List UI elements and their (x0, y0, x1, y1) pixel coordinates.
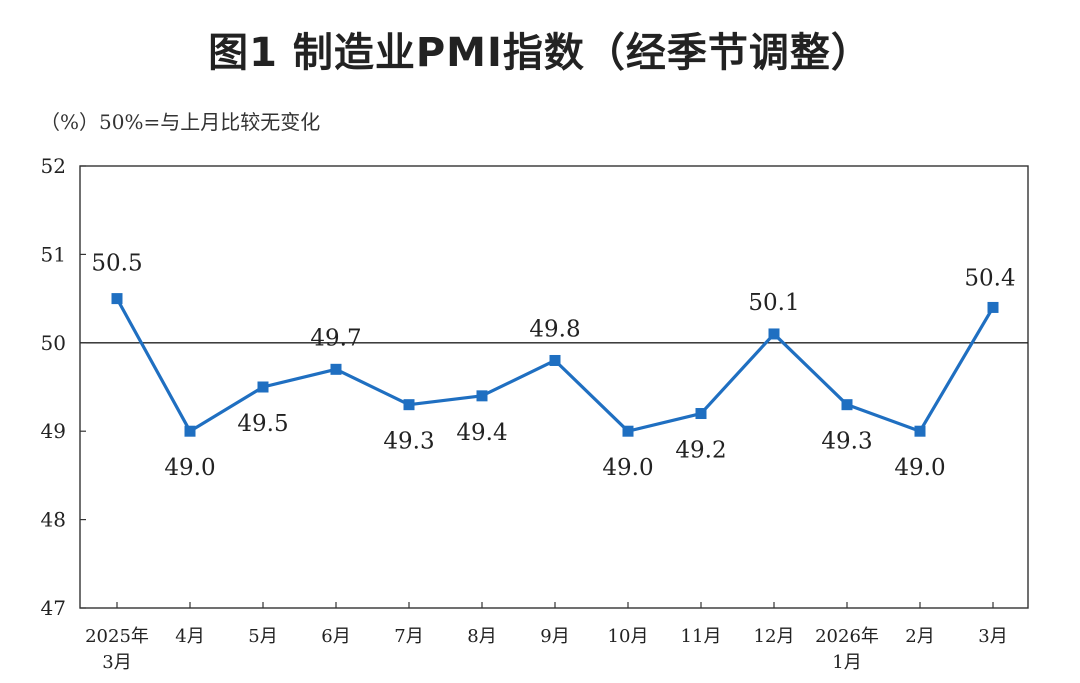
chart-subtitle: （%）50%=与上月比较无变化 (40, 110, 321, 134)
x-tick-label-line: 1月 (832, 652, 861, 673)
data-point (914, 425, 926, 437)
x-tick-label-line: 12月 (754, 626, 795, 647)
x-tick-label-line: 7月 (394, 626, 423, 647)
y-tick-label: 51 (41, 242, 66, 266)
x-tick-label: 6月 (321, 626, 350, 647)
data-label: 50.5 (91, 251, 142, 277)
data-label: 49.2 (675, 438, 726, 464)
x-tick-label-line: 3月 (102, 652, 131, 673)
x-tick-label: 2025年 3月 (85, 626, 149, 673)
data-label: 49.7 (310, 325, 361, 351)
y-tick-label: 49 (41, 419, 66, 443)
x-tick-label: 2026年 1月 (815, 626, 879, 673)
x-tick-label: 8月 (467, 626, 496, 647)
x-tick-label: 2月 (905, 626, 934, 647)
data-point (987, 301, 999, 313)
x-tick-label: 5月 (248, 626, 277, 647)
data-label: 49.0 (894, 455, 945, 481)
data-point (549, 354, 561, 366)
x-tick-label: 3月 (978, 626, 1007, 647)
data-point (841, 399, 853, 411)
data-label: 49.0 (164, 455, 215, 481)
data-point (622, 425, 634, 437)
data-point (257, 381, 269, 393)
x-tick-label-line: 3月 (978, 626, 1007, 647)
x-tick-label-line: 2025年 (85, 626, 149, 647)
data-point (695, 408, 707, 420)
x-tick-label-line: 8月 (467, 626, 496, 647)
data-label: 50.4 (964, 265, 1015, 291)
chart-title: 图1 制造业PMI指数（经季节调整） (208, 30, 872, 76)
x-tick-label: 4月 (175, 626, 204, 647)
data-label: 49.8 (529, 316, 580, 342)
x-tick-label-line: 10月 (608, 626, 649, 647)
y-tick-label: 48 (41, 508, 66, 532)
x-tick-label-line: 5月 (248, 626, 277, 647)
x-tick-label-line: 4月 (175, 626, 204, 647)
data-label: 50.1 (748, 290, 799, 316)
x-tick-label-line: 6月 (321, 626, 350, 647)
x-tick-label-line: 2026年 (815, 626, 879, 647)
y-tick-label: 52 (41, 154, 66, 178)
x-tick-label-line: 2月 (905, 626, 934, 647)
data-point (111, 293, 123, 305)
y-tick-label: 50 (41, 331, 66, 355)
data-label: 49.3 (821, 429, 872, 455)
data-label: 49.3 (383, 429, 434, 455)
data-point (403, 399, 415, 411)
data-point (476, 390, 488, 402)
data-point (768, 328, 780, 340)
x-tick-label: 9月 (540, 626, 569, 647)
data-label: 49.4 (456, 420, 507, 446)
data-point (184, 425, 196, 437)
y-tick-label: 47 (41, 596, 66, 620)
data-label: 49.0 (602, 455, 653, 481)
x-tick-label-line: 9月 (540, 626, 569, 647)
x-tick-label: 10月 (608, 626, 649, 647)
data-label: 49.5 (237, 411, 288, 437)
plot-frame (79, 165, 1029, 609)
data-point (330, 363, 342, 375)
x-tick-label-line: 11月 (681, 626, 722, 647)
x-tick-label: 7月 (394, 626, 423, 647)
x-tick-label: 11月 (681, 626, 722, 647)
x-tick-label: 12月 (754, 626, 795, 647)
